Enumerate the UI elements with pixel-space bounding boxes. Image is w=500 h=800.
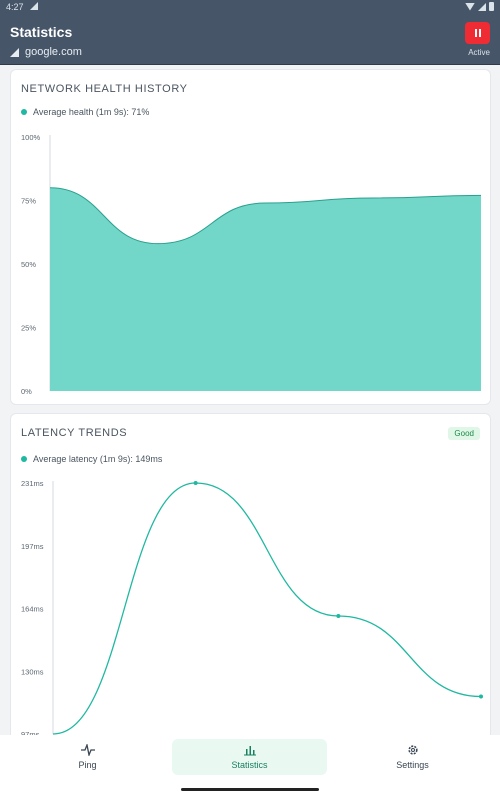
data-point [336, 613, 341, 618]
health-chart: 100% 75% 50% 25% 0% [21, 133, 482, 396]
health-legend: Average health (1m 9s): 71% [21, 107, 149, 117]
legend-dot [21, 456, 27, 462]
health-card: NETWORK HEALTH HISTORY Average health (1… [10, 69, 491, 405]
latency-card-title: LATENCY TRENDS [21, 427, 128, 439]
health-legend-text: Average health (1m 9s): 71% [33, 107, 150, 117]
nav-item-settings[interactable]: Settings [335, 739, 490, 775]
health-card-title: NETWORK HEALTH HISTORY [21, 83, 188, 95]
y-tick-label: 75% [21, 197, 36, 206]
page-title: Statistics [10, 24, 73, 40]
signal-icon [10, 47, 19, 57]
nav-label-settings: Settings [396, 760, 429, 770]
nav-label-statistics: Statistics [231, 760, 268, 770]
gear-icon [407, 745, 418, 755]
series-line [49, 187, 482, 245]
y-tick-label: 164ms [21, 605, 44, 614]
cell-signal-icon [478, 2, 486, 11]
status-badge: Good [448, 427, 480, 440]
bar-chart-icon [243, 746, 256, 756]
status-time: 4:27 [6, 2, 24, 12]
status-icons [465, 2, 494, 11]
y-tick-label: 97ms [21, 730, 40, 739]
latency-legend-text: Average latency (1m 9s): 149ms [33, 454, 163, 464]
latency-card: LATENCY TRENDS Good Average latency (1m … [10, 413, 491, 755]
pause-icon [474, 29, 481, 37]
stop-button[interactable] [465, 22, 490, 44]
y-tick-label: 50% [21, 260, 36, 269]
home-indicator [181, 788, 319, 791]
y-tick-label: 25% [21, 324, 36, 333]
data-point [193, 481, 198, 485]
pulse-icon [80, 744, 95, 756]
y-tick-label: 231ms [21, 479, 44, 488]
nav-label-ping: Ping [78, 760, 97, 770]
y-tick-label: 130ms [21, 667, 44, 676]
legend-dot [21, 109, 27, 115]
series-line [52, 482, 482, 735]
data-point [479, 694, 483, 699]
battery-icon [489, 2, 494, 11]
latency-chart: 231ms 197ms 164ms 130ms 97ms [21, 479, 483, 739]
latency-legend: Average latency (1m 9s): 149ms [21, 454, 162, 464]
series-area [50, 187, 481, 391]
target-host: google.com [10, 46, 82, 58]
status-bar: 4:27 [0, 0, 500, 14]
nav-item-ping[interactable]: Ping [10, 739, 165, 775]
y-tick-label: 0% [21, 387, 32, 396]
y-tick-label: 100% [21, 133, 41, 142]
app-header: Statistics google.com Active [0, 14, 500, 65]
y-tick-label: 197ms [21, 542, 44, 551]
wifi-icon [465, 2, 475, 11]
host-label: google.com [25, 46, 82, 58]
nav-item-statistics[interactable]: Statistics [172, 739, 327, 775]
signal-icon [30, 2, 38, 10]
status-label: Active [468, 48, 490, 57]
